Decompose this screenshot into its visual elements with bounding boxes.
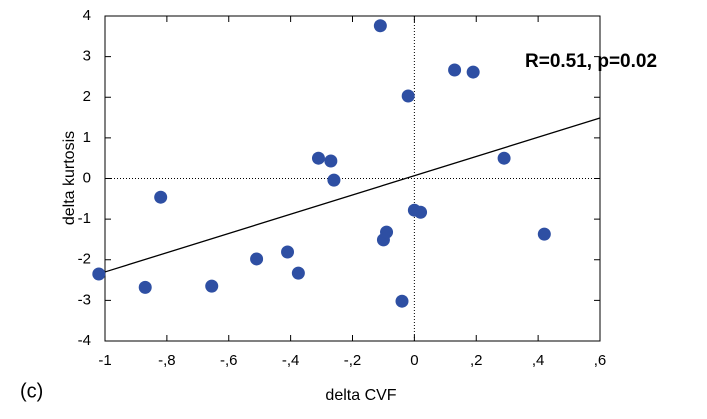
x-tick-label: -,2: [344, 352, 362, 369]
point: [448, 63, 462, 77]
point: [324, 154, 338, 168]
x-tick-label: ,4: [532, 352, 545, 369]
point: [311, 151, 325, 165]
point: [401, 89, 415, 103]
point: [373, 19, 387, 33]
fit-line: [104, 117, 601, 273]
point: [414, 205, 428, 219]
point: [205, 279, 219, 293]
point: [327, 173, 341, 187]
x-tick-label: -,8: [158, 352, 176, 369]
point: [497, 151, 511, 165]
point: [395, 294, 409, 308]
point: [380, 225, 394, 239]
annotation: R=0.51, p=0.02: [525, 51, 657, 72]
y-tick-label: -3: [78, 291, 91, 308]
point: [281, 245, 295, 259]
y-tick-label: -2: [78, 251, 91, 268]
point: [138, 280, 152, 294]
panel-label: (c): [20, 380, 43, 402]
y-tick-label: 3: [83, 48, 91, 65]
point: [154, 190, 168, 204]
point: [291, 266, 305, 280]
y-tick-label: -4: [78, 332, 91, 349]
x-tick-label: ,6: [594, 352, 607, 369]
x-tick-label: 0: [410, 352, 418, 369]
y-tick-label: 4: [83, 7, 91, 24]
x-tick-label: -,4: [282, 352, 300, 369]
y-tick-label: 2: [83, 88, 91, 105]
point: [466, 65, 480, 79]
x-axis-label: delta CVF: [325, 387, 396, 404]
point: [537, 227, 551, 241]
y-tick-label: 0: [83, 169, 91, 186]
x-tick-label: -1: [98, 352, 111, 369]
point: [92, 267, 106, 281]
y-axis-label: delta kurtosis: [61, 131, 78, 225]
point: [250, 252, 264, 266]
y-tick-label: -1: [78, 210, 91, 227]
y-tick-label: 1: [83, 129, 91, 146]
x-tick-label: -,6: [220, 352, 238, 369]
x-tick-label: ,2: [470, 352, 483, 369]
